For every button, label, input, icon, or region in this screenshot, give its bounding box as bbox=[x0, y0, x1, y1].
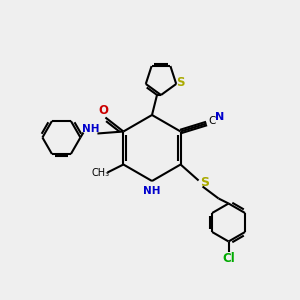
Text: Cl: Cl bbox=[222, 252, 235, 265]
Text: S: S bbox=[176, 76, 184, 89]
Text: S: S bbox=[200, 176, 209, 189]
Text: C: C bbox=[208, 116, 215, 125]
Text: CH₃: CH₃ bbox=[92, 167, 110, 178]
Text: NH: NH bbox=[143, 186, 161, 196]
Text: NH: NH bbox=[82, 124, 99, 134]
Text: O: O bbox=[98, 104, 108, 117]
Text: N: N bbox=[215, 112, 224, 122]
